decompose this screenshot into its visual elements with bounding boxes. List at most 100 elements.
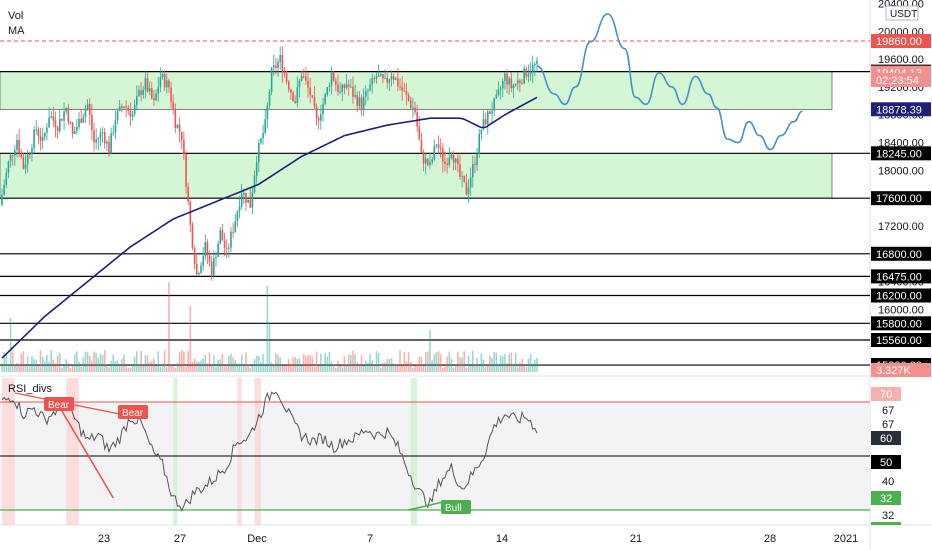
ma-legend[interactable]: MA (8, 25, 25, 37)
candle-body (367, 90, 369, 92)
projection-line[interactable] (536, 13, 803, 151)
volume-bar (407, 352, 410, 372)
level-label-bg[interactable] (871, 146, 931, 161)
volume-bar (52, 359, 55, 372)
candle-body (448, 158, 451, 165)
currency-label[interactable]: USDT (890, 9, 917, 20)
time-tick[interactable]: 7 (367, 533, 373, 545)
level-label[interactable]: 16800.00 (876, 249, 922, 261)
volume-bar (159, 366, 162, 372)
rsi-legend[interactable]: RSI_divs (8, 383, 53, 395)
volume-bar (392, 363, 395, 372)
rsi-label[interactable]: 60 (880, 433, 892, 445)
candle-body (446, 163, 448, 165)
level-label-bg[interactable] (871, 269, 931, 284)
projection-path[interactable] (536, 13, 803, 151)
level-label-bg[interactable] (871, 333, 931, 348)
volume-bar (431, 360, 433, 372)
rsi-tick[interactable]: 40 (882, 476, 894, 488)
bear-label: Bear (122, 408, 144, 419)
time-tick[interactable]: 28 (764, 533, 776, 545)
volume-bar (521, 358, 523, 372)
candle-body (504, 73, 506, 81)
level-label[interactable]: 17600.00 (876, 193, 922, 205)
price-tick[interactable]: 18000.00 (878, 165, 924, 177)
volume-bars (1, 282, 538, 372)
level-label[interactable]: 15560.00 (876, 335, 922, 347)
volume-bar (365, 360, 367, 372)
candle-body (345, 84, 348, 88)
volume-bar (516, 366, 519, 372)
level-label-bg[interactable] (871, 246, 931, 261)
rsi-label[interactable]: 32 (880, 493, 892, 505)
candle-body (373, 78, 376, 80)
volume-bar (484, 366, 487, 372)
volume-label-bg[interactable] (871, 363, 931, 377)
volume-bar (217, 359, 219, 372)
price-axis[interactable]: 20400.0020000.0019600.0019200.0018800.00… (871, 0, 931, 525)
time-tick[interactable]: 23 (98, 533, 110, 545)
time-tick[interactable]: 27 (174, 533, 186, 545)
candle-body (379, 74, 382, 76)
indicator-legend[interactable]: Vol MA RSI_divs (8, 10, 53, 395)
time-tick[interactable]: 21 (630, 533, 642, 545)
candle-body (322, 103, 324, 115)
currency-box[interactable] (885, 5, 919, 21)
level-label-bg[interactable] (871, 34, 931, 49)
volume-bar (225, 363, 228, 372)
candlesticks (1, 46, 538, 281)
rsi-label-bg[interactable] (871, 491, 901, 505)
level-label-bg[interactable] (871, 72, 931, 87)
candle-body (495, 94, 498, 99)
time-axis[interactable]: 23 27 Dec 7 14 21 28 2021 (98, 533, 858, 545)
level-label[interactable]: 15800.00 (876, 318, 922, 330)
volume-bar (255, 355, 258, 372)
rsi-tick[interactable]: 67 (882, 419, 894, 431)
volume-bar (444, 366, 446, 372)
candle-body (371, 78, 374, 85)
price-tick[interactable]: 19600.00 (878, 54, 924, 66)
level-label[interactable]: 16475.00 (876, 271, 922, 283)
time-tick[interactable]: 2021 (834, 533, 858, 545)
time-tick[interactable]: 14 (496, 533, 508, 545)
rsi-label-bg[interactable] (871, 387, 901, 401)
price-tick[interactable]: 20400.00 (878, 0, 924, 10)
candle-body (151, 88, 153, 99)
candle-body (69, 122, 72, 124)
volume-bar (125, 366, 127, 372)
volume-bar (144, 355, 147, 372)
volume-bar (56, 355, 59, 372)
candle-body (452, 154, 455, 163)
rsi-tick[interactable]: 67 (882, 405, 894, 417)
volume-bar (412, 367, 414, 372)
level-label[interactable]: 18878.39 (876, 104, 922, 116)
candle-body (221, 230, 224, 241)
candle-body (73, 131, 76, 135)
level-label[interactable]: 16200.00 (876, 291, 922, 303)
rsi-label[interactable]: 70 (880, 389, 892, 401)
candle-body (3, 184, 5, 195)
level-label-bg[interactable] (871, 316, 931, 331)
level-label[interactable]: 19860.00 (876, 36, 922, 48)
price-tick[interactable]: 17200.00 (878, 221, 924, 233)
volume-bar (457, 351, 459, 372)
vol-legend[interactable]: Vol (8, 10, 23, 22)
rsi-tick[interactable]: 32 (882, 510, 894, 522)
rsi-highlight-bear (237, 378, 242, 525)
candle-body (341, 84, 344, 92)
candle-body (202, 256, 204, 266)
level-label-bg[interactable] (871, 191, 931, 206)
rsi-label[interactable]: 50 (880, 457, 892, 469)
level-label[interactable]: 02:23:54 (876, 75, 919, 87)
level-label-bg[interactable] (871, 288, 931, 303)
rsi-label-bg[interactable] (871, 455, 901, 469)
price-tick[interactable]: 16000.00 (878, 304, 924, 316)
time-tick[interactable]: Dec (247, 533, 267, 545)
rsi-label-bg[interactable] (871, 431, 901, 445)
level-label-bg[interactable] (871, 102, 931, 117)
level-label[interactable]: 18245.00 (876, 148, 922, 160)
volume-bar (219, 359, 222, 372)
candle-body (401, 87, 403, 91)
volume-label[interactable]: 3.327K (876, 365, 912, 377)
